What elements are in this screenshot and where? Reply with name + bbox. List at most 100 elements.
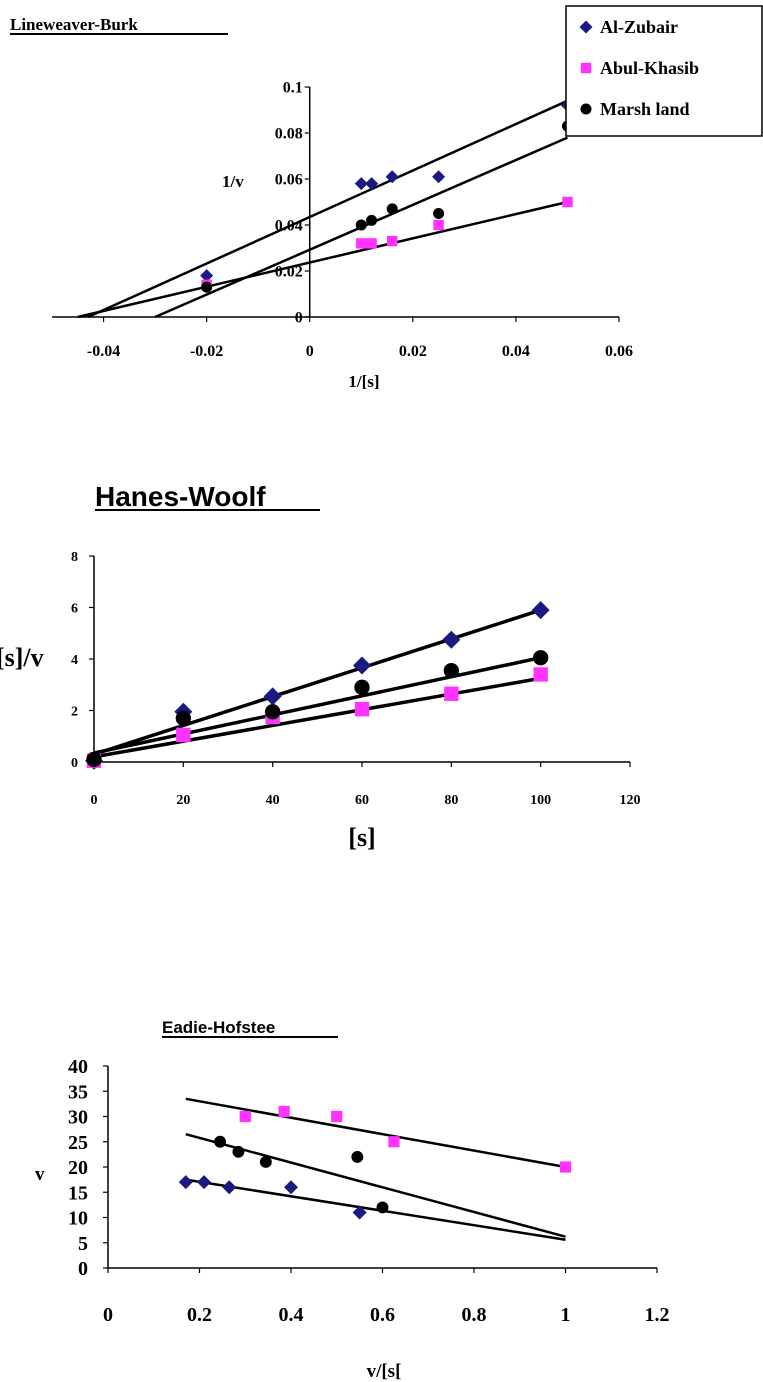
- y-tick-label: 0: [295, 310, 303, 327]
- data-point: [86, 751, 102, 768]
- y-axis-label: 1/v: [222, 172, 244, 191]
- x-tick-label: -0.04: [87, 343, 120, 360]
- trendline-al-zubair: [93, 608, 542, 756]
- data-point: [278, 1105, 290, 1118]
- data-point: [433, 207, 445, 220]
- data-point: [214, 1135, 227, 1148]
- series-al-zubair: [200, 98, 574, 283]
- x-tick-label: 0.04: [502, 343, 530, 360]
- x-tick-label: -0.02: [190, 343, 223, 360]
- y-tick-label: 10: [68, 1208, 88, 1230]
- data-point: [200, 269, 214, 283]
- legend-marker: [579, 20, 593, 34]
- x-axis-label: 1/[s]: [348, 372, 379, 391]
- y-axis-label: [s]/v: [0, 643, 44, 672]
- series-marsh-land: [214, 1135, 389, 1214]
- data-point: [562, 196, 573, 208]
- x-tick-label: 0.6: [370, 1304, 395, 1326]
- data-point: [376, 1201, 389, 1214]
- data-point: [259, 1156, 272, 1168]
- y-tick-label: 35: [68, 1081, 88, 1103]
- legend: Al-Zubair Abul-Khasib Marsh land: [565, 5, 763, 137]
- y-tick-label: 25: [68, 1132, 88, 1154]
- y-tick-label: 20: [68, 1157, 88, 1179]
- data-point: [366, 238, 377, 249]
- x-tick-label: 60: [355, 793, 369, 808]
- data-point: [354, 702, 370, 717]
- x-axis-label: [s]: [348, 823, 375, 852]
- chart-2: Eadie-Hofstee 0 0.2 0.4 0.6 0.8 1 1.2 0 5 10 15 20 25…: [35, 1018, 670, 1382]
- y-tick-label: 0.06: [275, 172, 303, 189]
- data-point: [531, 601, 550, 620]
- y-tick-label: 4: [71, 653, 78, 668]
- series-abul-khasib: [239, 1105, 572, 1173]
- x-tick-label: 0.02: [399, 343, 427, 360]
- data-point: [222, 1180, 237, 1195]
- trendline-al-zubair: [185, 1178, 566, 1241]
- data-point: [197, 1175, 212, 1190]
- x-tick-label: 0: [91, 793, 98, 808]
- y-tick-label: 0.08: [275, 126, 303, 143]
- trendline-marsh-land: [93, 656, 542, 755]
- x-axis-label: v/[s[: [367, 1361, 402, 1382]
- y-tick-label: 5: [78, 1233, 88, 1255]
- data-point: [175, 710, 191, 726]
- data-point: [352, 1205, 367, 1220]
- data-point: [442, 630, 461, 649]
- data-point: [284, 1180, 298, 1195]
- legend-box: [565, 5, 763, 137]
- x-tick-label: 0: [306, 343, 314, 360]
- data-point: [176, 727, 191, 743]
- data-point: [443, 662, 459, 679]
- data-point: [354, 679, 370, 695]
- trendline-marsh-land: [185, 1132, 566, 1238]
- data-point: [232, 1145, 245, 1158]
- trendline-abul-khasib: [77, 200, 568, 319]
- data-point: [432, 170, 446, 184]
- data-point: [533, 667, 548, 682]
- y-tick-label: 6: [71, 601, 78, 616]
- x-tick-label: 0.8: [462, 1304, 487, 1326]
- trendline-abul-khasib: [93, 676, 541, 759]
- data-point: [178, 1175, 193, 1190]
- data-point: [239, 1110, 251, 1123]
- x-tick-label: 1.2: [645, 1304, 670, 1326]
- data-point: [353, 656, 371, 675]
- trendline-abul-khasib: [185, 1097, 566, 1169]
- y-tick-label: 40: [68, 1056, 88, 1078]
- x-tick-label: 120: [620, 793, 641, 808]
- y-tick-label: 8: [71, 550, 78, 565]
- data-point: [385, 170, 399, 184]
- x-tick-label: 80: [444, 793, 458, 808]
- data-point: [265, 704, 281, 720]
- data-point: [351, 1150, 364, 1163]
- data-point: [366, 214, 378, 226]
- data-point: [331, 1110, 343, 1123]
- chart-0: Lineweaver-Burk -0.04 -0.02 0 0.02 0.04 0.06 0 0…: [10, 5, 763, 391]
- y-tick-label: 15: [68, 1182, 88, 1204]
- x-tick-label: 0: [103, 1304, 113, 1326]
- series-marsh-land: [86, 650, 549, 768]
- x-tick-label: 40: [266, 793, 280, 808]
- data-point: [356, 238, 367, 249]
- legend-entry: Abul-Khasib: [600, 58, 699, 78]
- x-tick-label: 0.06: [605, 343, 633, 360]
- chart-title: Eadie-Hofstee: [162, 1018, 275, 1037]
- data-point: [386, 203, 398, 215]
- chart-1: Hanes-Woolf 0 20 40 60 80 100 120 0 2 4 6 8 [s] [s]/v: [0, 481, 641, 852]
- y-tick-label: 0: [71, 756, 78, 771]
- data-point: [354, 177, 368, 191]
- y-tick-label: 0.1: [283, 80, 303, 97]
- data-point: [365, 177, 379, 191]
- x-tick-label: 0.2: [187, 1304, 212, 1326]
- data-point: [533, 650, 549, 666]
- series-al-zubair: [178, 1175, 367, 1220]
- data-point: [387, 235, 398, 247]
- chart-title: Hanes-Woolf: [95, 481, 266, 512]
- legend-entry: Al-Zubair: [600, 17, 678, 37]
- data-point: [433, 219, 444, 231]
- data-point: [388, 1136, 400, 1148]
- x-tick-label: 0.4: [279, 1304, 304, 1326]
- x-tick-label: 20: [176, 793, 190, 808]
